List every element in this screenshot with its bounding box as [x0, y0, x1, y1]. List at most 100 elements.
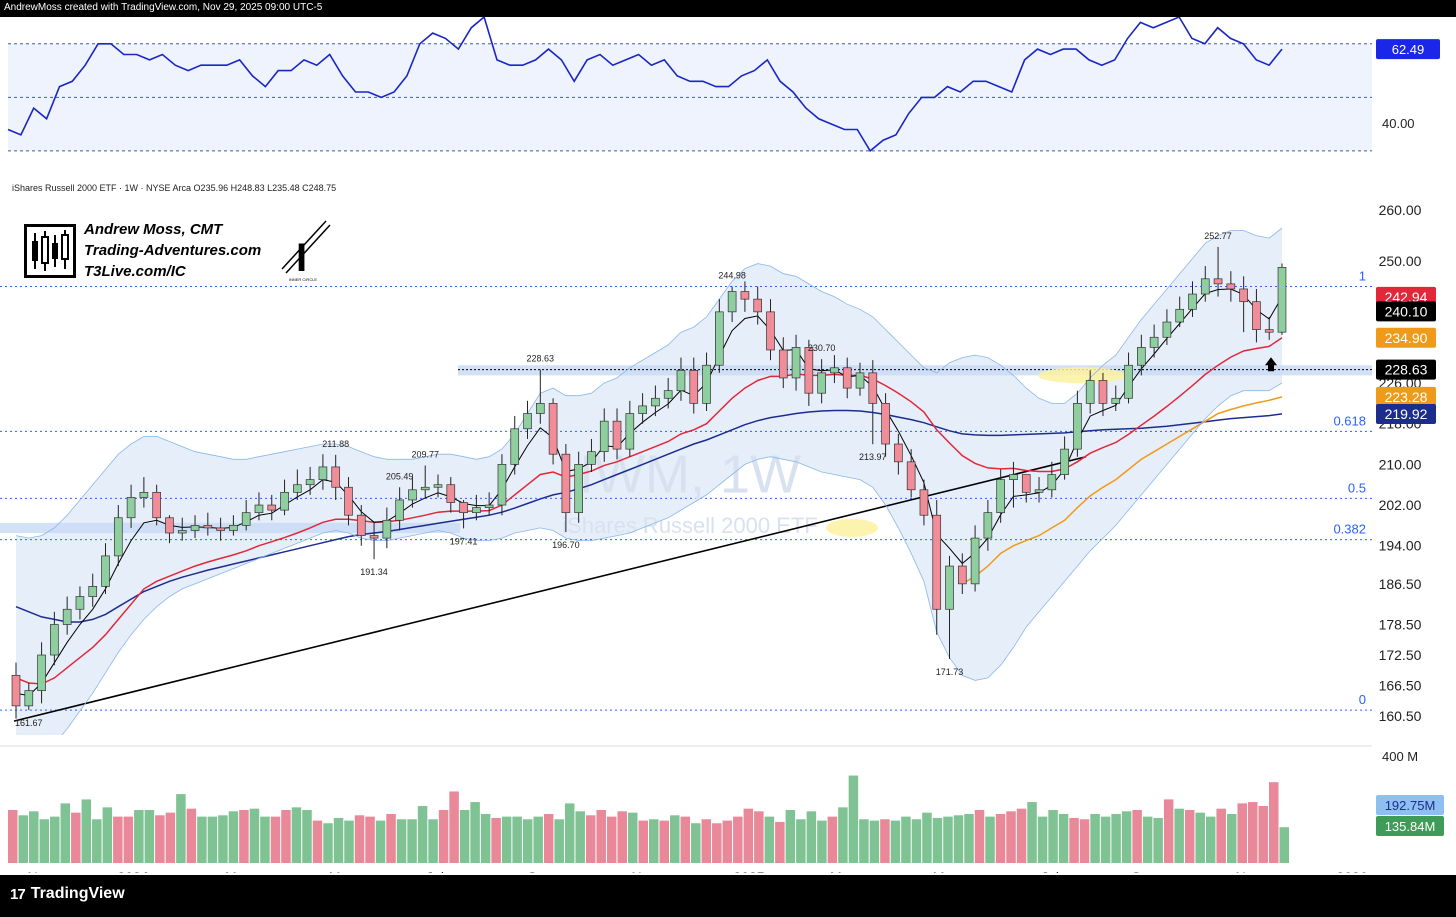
price-badge: [1376, 327, 1436, 348]
rsi-last-value-label: 62.49: [1392, 42, 1425, 57]
candle-up: [472, 507, 481, 514]
candle-up: [484, 504, 494, 508]
volume-bar-up: [1037, 816, 1048, 863]
candle-down: [1239, 288, 1248, 303]
volume-bar-down: [659, 820, 670, 863]
volume-bar-up: [1195, 812, 1205, 863]
volume-bar-up: [649, 819, 659, 863]
tradingview-brand: TradingView: [30, 885, 125, 902]
candle-up: [574, 464, 583, 514]
volume-bar-down: [1006, 811, 1016, 863]
volume-bar-up: [785, 810, 796, 863]
candle-up: [830, 367, 839, 374]
candle-up: [1085, 380, 1095, 404]
candle-up: [523, 413, 532, 430]
price-badge-label: 219.92: [1385, 406, 1428, 422]
volume-bar-up: [817, 820, 827, 863]
candle-up: [676, 369, 686, 392]
volume-bar-up: [249, 808, 260, 863]
volume-bar-down: [113, 816, 123, 863]
candle-up: [241, 512, 251, 526]
price-axis-tick: 160.50: [1379, 708, 1422, 724]
volume-bar-up: [691, 823, 701, 863]
volume-bar-down: [1016, 808, 1027, 863]
candle-up: [62, 608, 72, 625]
volume-bar-up: [1226, 813, 1237, 863]
moving-average-line: [15, 337, 1283, 685]
volume-bar-down: [449, 791, 459, 863]
candle-up: [587, 451, 596, 465]
volume-bar-up: [417, 806, 428, 863]
price-annotation: 191.34: [360, 567, 388, 577]
symbol-legend[interactable]: iShares Russell 2000 ETF · 1W · NYSE Arc…: [12, 183, 337, 193]
volume-bar-up: [375, 820, 386, 863]
candle-up: [433, 484, 443, 488]
candle-up: [1188, 293, 1197, 310]
volume-bar-up: [1153, 817, 1163, 863]
time-axis-tick: 2024: [117, 869, 148, 873]
volume-bar-down: [880, 819, 890, 863]
volume-bar-up: [627, 812, 638, 863]
volume-bar-up: [943, 816, 953, 863]
chart-canvas: 40.00 62.49 1 0.618 0.5 0.382 0 IWM, 1W iShares…: [0, 17, 1456, 875]
candle-up: [1124, 364, 1133, 399]
volume-bar-up: [1121, 811, 1132, 863]
volume-bar-down: [270, 816, 281, 863]
candle-down: [1226, 283, 1236, 290]
candle-up: [395, 499, 404, 521]
volume-bar-up: [218, 815, 228, 863]
price-pane: 1 0.618 0.5 0.382 0 IWM, 1W iShares Russell 20…: [0, 202, 1436, 735]
volume-bar-up: [407, 819, 417, 863]
tradingview-footer[interactable]: 17 TradingView: [10, 885, 125, 903]
volume-badge: [1376, 795, 1444, 815]
candle-up: [382, 519, 392, 539]
candle-down: [766, 311, 775, 351]
moving-average-line: [961, 396, 1283, 585]
candle-down: [932, 514, 942, 610]
rsi-pane: 40.00 62.49: [7, 17, 1440, 153]
price-annotation: 228.63: [527, 354, 555, 364]
volume-bar-up: [533, 816, 543, 863]
candle-up: [651, 397, 660, 407]
watermark-ticker: IWM, 1W: [579, 444, 801, 504]
volume-bar-up: [670, 815, 680, 863]
volume-axis-tick: 400 M: [1382, 749, 1418, 764]
price-axis-tick: 172.50: [1379, 647, 1422, 663]
volume-bar-down: [1163, 799, 1174, 863]
volume-bar-up: [50, 816, 60, 863]
volume-bar-down: [585, 815, 596, 863]
volume-bar-up: [901, 816, 911, 863]
volume-bar-up: [459, 810, 470, 863]
candle-up: [408, 489, 417, 501]
volume-bar-up: [344, 820, 354, 863]
candle-down: [906, 461, 916, 491]
volume-badge: [1376, 816, 1444, 836]
price-axis-tick: 260.00: [1379, 202, 1422, 218]
price-axis-tick: 202.00: [1379, 497, 1422, 513]
candle-down: [356, 514, 366, 536]
volume-bar-up: [1100, 816, 1111, 863]
volume-bar-up: [60, 803, 71, 863]
candle-up: [1111, 397, 1121, 404]
volume-bar-down: [1184, 810, 1195, 863]
candle-up: [1137, 347, 1146, 366]
candle-down: [1252, 301, 1261, 330]
candle-down: [804, 347, 814, 394]
candle-down: [267, 504, 277, 511]
volume-bar-up: [333, 817, 344, 863]
candle-up: [229, 525, 238, 531]
volume-bar-up: [260, 816, 270, 863]
volume-bar-up: [1048, 810, 1058, 863]
time-axis-tick: Jul: [426, 869, 444, 873]
price-annotation: 196.70: [552, 540, 580, 550]
volume-bar-down: [1216, 808, 1226, 863]
candle-down: [152, 491, 161, 519]
volume-bar-up: [806, 811, 817, 863]
time-axis-tick: Mar: [225, 869, 249, 873]
volume-bar-up: [985, 816, 995, 863]
candle-down: [11, 675, 21, 707]
candle-up: [126, 497, 136, 519]
volume-bar-up: [428, 819, 438, 863]
time-axis-tick: Nov: [632, 869, 657, 873]
candle-up: [50, 624, 59, 656]
